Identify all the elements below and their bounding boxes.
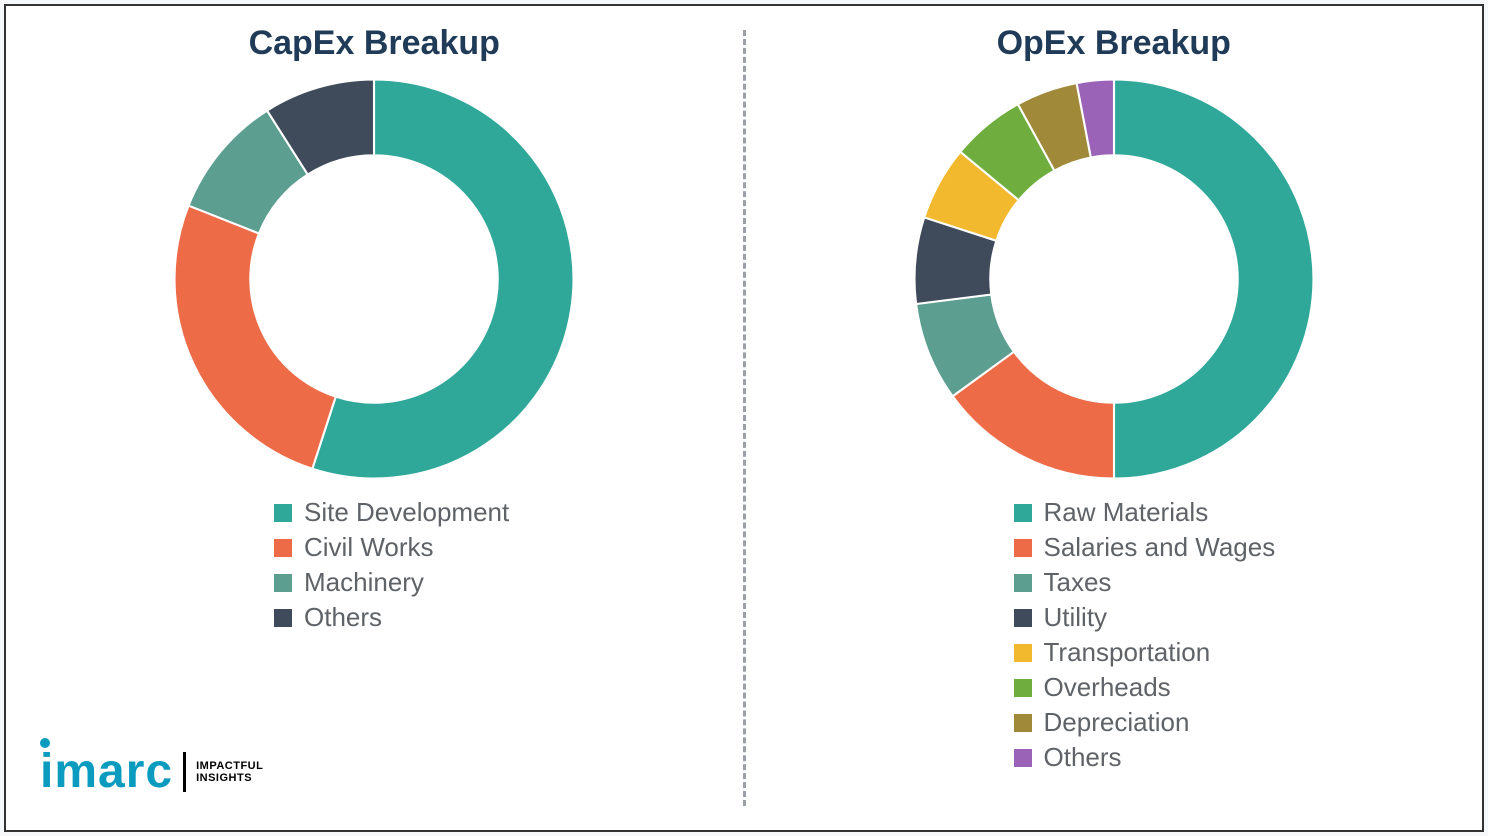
capex-legend-item: Others — [274, 602, 509, 633]
legend-swatch-icon — [1014, 574, 1032, 592]
legend-label: Taxes — [1044, 567, 1112, 598]
legend-swatch-icon — [274, 574, 292, 592]
legend-swatch-icon — [1014, 714, 1032, 732]
legend-swatch-icon — [1014, 644, 1032, 662]
legend-swatch-icon — [274, 609, 292, 627]
brand-logo: imarc IMPACTFUL INSIGHTS — [40, 748, 263, 796]
capex-title: CapEx Breakup — [249, 24, 500, 63]
capex-legend-item: Civil Works — [274, 532, 509, 563]
capex-slice-1 — [175, 206, 336, 469]
capex-panel: CapEx Breakup Site Development Civil Work… — [6, 6, 743, 830]
opex-legend-item: Transportation — [1014, 637, 1276, 668]
opex-legend-item: Others — [1014, 742, 1276, 773]
legend-label: Others — [304, 602, 382, 633]
capex-legend-item: Site Development — [274, 497, 509, 528]
panels-container: CapEx Breakup Site Development Civil Work… — [6, 6, 1482, 830]
opex-panel: OpEx Breakup Raw Materials Salaries and W… — [746, 6, 1483, 830]
legend-label: Depreciation — [1044, 707, 1190, 738]
legend-label: Machinery — [304, 567, 424, 598]
legend-label: Transportation — [1044, 637, 1211, 668]
legend-label: Site Development — [304, 497, 509, 528]
opex-legend-item: Depreciation — [1014, 707, 1276, 738]
opex-slice-0 — [1114, 80, 1314, 479]
legend-swatch-icon — [1014, 539, 1032, 557]
capex-legend-item: Machinery — [274, 567, 509, 598]
legend-label: Civil Works — [304, 532, 434, 563]
logo-tagline: IMPACTFUL INSIGHTS — [196, 760, 263, 784]
opex-legend-item: Taxes — [1014, 567, 1276, 598]
legend-swatch-icon — [274, 539, 292, 557]
legend-swatch-icon — [1014, 609, 1032, 627]
opex-title: OpEx Breakup — [997, 24, 1231, 63]
legend-label: Salaries and Wages — [1044, 532, 1276, 563]
legend-label: Utility — [1044, 602, 1108, 633]
opex-donut — [904, 69, 1324, 489]
legend-swatch-icon — [1014, 749, 1032, 767]
legend-swatch-icon — [1014, 504, 1032, 522]
legend-label: Others — [1044, 742, 1122, 773]
opex-legend-item: Salaries and Wages — [1014, 532, 1276, 563]
opex-legend-item: Utility — [1014, 602, 1276, 633]
logo-wordmark: imarc — [40, 748, 173, 796]
logo-divider-icon — [183, 752, 186, 792]
legend-swatch-icon — [1014, 679, 1032, 697]
legend-swatch-icon — [274, 504, 292, 522]
capex-donut — [164, 69, 584, 489]
legend-label: Overheads — [1044, 672, 1171, 703]
capex-legend: Site Development Civil Works Machinery Othe… — [274, 493, 509, 637]
opex-legend: Raw Materials Salaries and Wages Taxes Util… — [1014, 493, 1276, 777]
opex-legend-item: Raw Materials — [1014, 497, 1276, 528]
legend-label: Raw Materials — [1044, 497, 1209, 528]
chart-frame: CapEx Breakup Site Development Civil Work… — [4, 4, 1484, 832]
opex-legend-item: Overheads — [1014, 672, 1276, 703]
